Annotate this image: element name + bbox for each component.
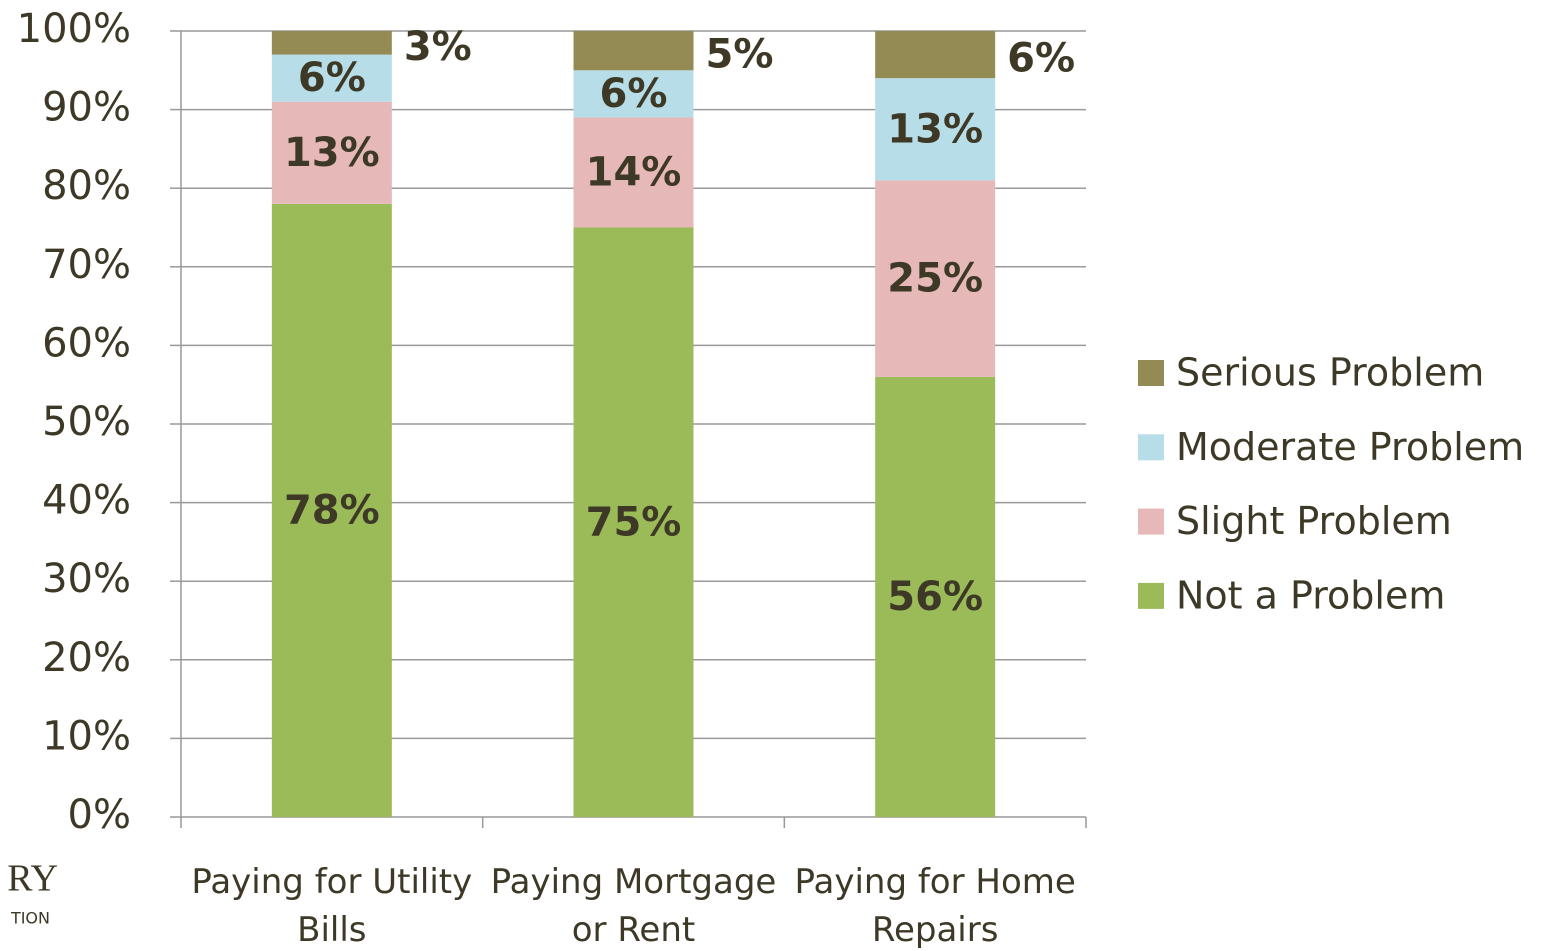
legend-swatch [1138, 360, 1164, 386]
y-tick-label: 70% [42, 242, 131, 288]
bar-segment [573, 227, 694, 817]
bar-segment [875, 376, 996, 817]
legend-label: Serious Problem [1176, 351, 1484, 395]
y-tick-label: 30% [42, 556, 131, 602]
data-label: 3% [404, 24, 472, 70]
bar-segment [875, 78, 996, 181]
legend-swatch [1138, 582, 1164, 609]
bar-segment [875, 31, 996, 79]
legend-label: Not a Problem [1176, 573, 1445, 617]
y-tick-label: 10% [42, 713, 131, 759]
bar-segment [271, 31, 392, 55]
bar-segment [573, 70, 694, 118]
x-tick-label: Paying for Utility Bills [191, 862, 473, 950]
data-label: 6% [298, 55, 366, 101]
logo: RY [7, 858, 58, 900]
logo: TION [10, 909, 50, 928]
data-label: 6% [600, 71, 668, 117]
bar-segment [271, 101, 392, 204]
data-label: 75% [586, 499, 682, 545]
data-label: 14% [586, 149, 682, 195]
x-tick-label: Paying for Home Repairs [794, 862, 1076, 950]
bar-segment [875, 180, 996, 377]
data-label: 78% [284, 487, 380, 533]
y-tick-label: 60% [42, 320, 131, 366]
bar-segment [271, 203, 392, 818]
legend-label: Slight Problem [1176, 499, 1452, 543]
y-tick-label: 40% [42, 478, 131, 524]
x-tick-label: Paying Mortgage or Rent [490, 862, 777, 950]
bar-segment [573, 117, 694, 228]
data-label: 13% [887, 106, 983, 152]
data-label: 5% [706, 32, 774, 78]
legend-label: Moderate Problem [1176, 425, 1524, 469]
y-tick-label: 90% [42, 85, 131, 131]
data-label: 13% [284, 130, 380, 176]
y-tick-label: 0% [68, 792, 131, 838]
legend-swatch [1138, 508, 1164, 535]
data-label: 25% [887, 256, 983, 302]
bar-segment [271, 54, 392, 102]
data-label: 6% [1007, 36, 1075, 82]
legend-swatch [1138, 434, 1164, 461]
y-tick-label: 100% [17, 6, 131, 52]
data-label: 56% [887, 574, 983, 620]
bar-segment [573, 31, 694, 71]
y-tick-label: 20% [42, 635, 131, 681]
y-tick-label: 80% [42, 163, 131, 209]
y-tick-label: 50% [42, 399, 131, 445]
